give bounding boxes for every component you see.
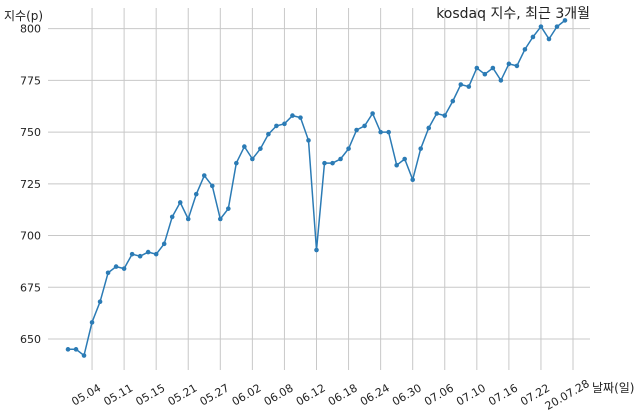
data-point <box>346 146 351 151</box>
data-point <box>474 65 480 71</box>
data-point <box>442 113 448 118</box>
data-point <box>322 160 327 166</box>
data-point <box>274 123 279 129</box>
data-point <box>490 65 496 71</box>
data-point <box>450 98 456 104</box>
data-point <box>242 144 247 149</box>
x-tick-label: 05.15 <box>134 381 168 408</box>
data-point <box>177 200 183 205</box>
data-point <box>137 253 143 259</box>
data-point <box>105 270 111 276</box>
x-tick-label: 06.24 <box>358 381 392 408</box>
x-tick-label: 20.07.28 <box>543 377 592 413</box>
x-tick-label: 06.12 <box>294 381 328 408</box>
data-point <box>73 347 79 352</box>
data-point <box>234 160 239 166</box>
data-point <box>65 347 71 352</box>
data-point <box>330 160 335 166</box>
data-point <box>193 191 199 197</box>
y-tick-label: 800 <box>20 23 41 36</box>
data-point <box>386 129 391 135</box>
x-tick-label: 07.10 <box>454 381 488 408</box>
chart-title: kosdaq 지수, 최근 3개월 <box>436 6 590 22</box>
x-tick-label: 06.18 <box>326 381 360 408</box>
data-point <box>290 113 295 118</box>
x-tick-labels: 05.0405.1105.1505.2105.2706.0206.0806.12… <box>69 377 591 413</box>
data-point <box>506 61 512 67</box>
data-point <box>129 251 135 257</box>
data-point <box>218 216 223 222</box>
y-axis-label: 지수(p) <box>4 9 43 23</box>
x-tick-label: 07.16 <box>486 381 520 408</box>
x-tick-label: 05.27 <box>198 381 232 408</box>
data-point <box>145 249 151 255</box>
x-tick-label: 06.08 <box>262 381 296 408</box>
y-tick-label: 775 <box>20 74 41 87</box>
data-point <box>482 71 488 77</box>
y-tick-label: 725 <box>20 178 41 191</box>
data-point <box>185 216 191 222</box>
x-tick-label: 07.06 <box>422 381 456 408</box>
data-point <box>418 146 424 151</box>
data-point <box>402 156 407 162</box>
data-point <box>81 353 87 358</box>
data-point <box>498 78 504 83</box>
data-point <box>306 138 311 143</box>
series-kosdaq <box>65 18 568 358</box>
data-point <box>226 206 231 211</box>
data-point <box>209 183 215 189</box>
data-point <box>169 214 175 220</box>
data-point <box>89 320 95 325</box>
data-point <box>201 173 207 178</box>
data-point <box>530 34 536 40</box>
data-point <box>97 299 103 305</box>
data-point <box>514 63 520 69</box>
y-tick-label: 750 <box>20 126 41 139</box>
data-point <box>562 18 568 23</box>
x-axis-label: 날짜(일) <box>592 381 634 395</box>
data-point <box>522 47 528 52</box>
data-point <box>113 264 119 269</box>
grid-lines <box>48 8 590 370</box>
data-point <box>258 146 263 151</box>
x-tick-label: 05.11 <box>101 381 135 408</box>
x-tick-label: 06.30 <box>390 381 424 408</box>
y-tick-label: 650 <box>20 333 41 346</box>
data-point <box>298 115 303 120</box>
data-point <box>354 127 359 133</box>
data-point <box>378 129 383 135</box>
data-point <box>466 84 472 89</box>
data-point <box>554 24 560 29</box>
data-point <box>426 125 432 131</box>
data-point <box>394 162 399 168</box>
data-point <box>266 131 271 137</box>
x-tick-label: 06.02 <box>230 381 264 408</box>
data-point <box>546 36 552 42</box>
data-point <box>121 266 127 271</box>
data-point <box>153 251 159 257</box>
data-point <box>458 82 464 87</box>
data-point <box>338 156 343 162</box>
data-point <box>362 123 367 129</box>
y-tick-labels: 650 675 700 725 750 775 800 <box>20 23 41 346</box>
data-point <box>161 241 167 247</box>
data-point <box>282 121 287 127</box>
data-point <box>250 156 255 162</box>
data-point <box>314 247 319 253</box>
x-tick-label: 05.04 <box>69 381 103 408</box>
data-point <box>370 111 375 116</box>
x-tick-label: 05.21 <box>166 381 200 408</box>
data-point <box>538 24 544 29</box>
y-tick-label: 700 <box>20 230 41 243</box>
data-point <box>434 111 440 116</box>
y-tick-label: 675 <box>20 281 41 294</box>
data-point <box>410 177 415 182</box>
